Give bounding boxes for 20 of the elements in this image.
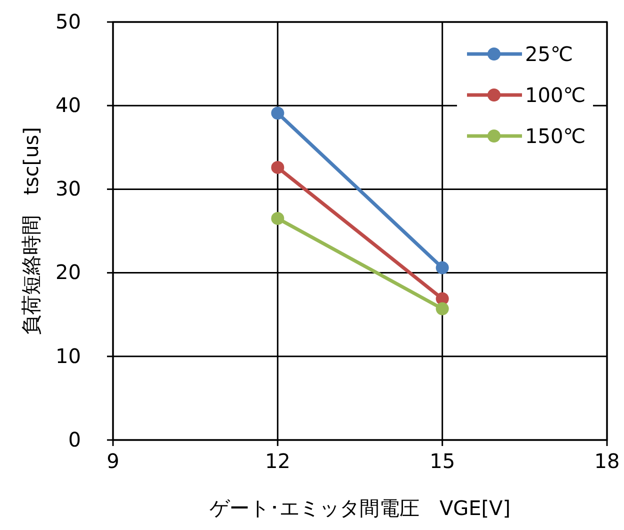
y-tick-label: 10 (56, 344, 81, 368)
x-tick-label: 12 (264, 449, 290, 474)
legend-label: 25℃ (525, 42, 573, 66)
x-tick-label: 15 (430, 449, 456, 474)
point (436, 261, 449, 274)
y-tick-label: 20 (56, 260, 81, 284)
point (436, 302, 449, 316)
point (271, 212, 284, 225)
point (271, 160, 284, 174)
x-axis-title: ゲート･エミッタ間電圧 VGE[V] (209, 496, 511, 520)
y-tick-label: 30 (56, 176, 81, 201)
legend-label: 150℃ (525, 124, 586, 148)
y-tick-label: 0 (68, 427, 81, 452)
x-tick-label: 18 (594, 449, 620, 474)
y-tick-label: 40 (56, 93, 81, 117)
x-tick-label: 9 (106, 449, 120, 474)
y-axis-title: 負荷短絡時間 tsc[us] (19, 127, 43, 335)
y-tick-label: 50 (56, 9, 81, 34)
legend-label: 100℃ (525, 83, 586, 107)
point (271, 106, 284, 120)
